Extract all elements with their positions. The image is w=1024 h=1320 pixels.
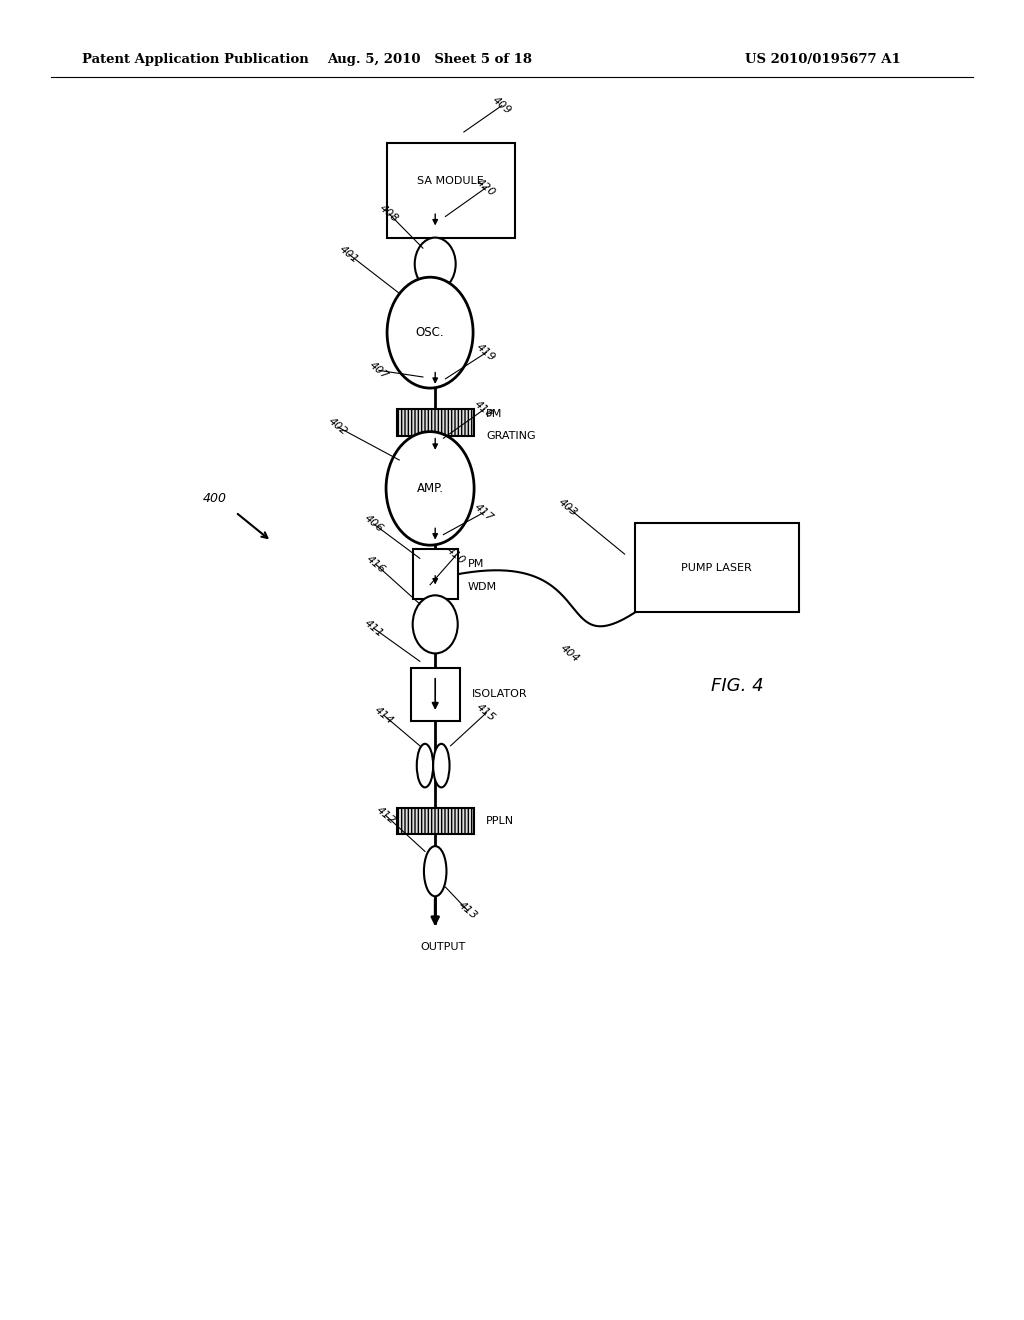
Text: Patent Application Publication: Patent Application Publication [82, 53, 308, 66]
Text: 413: 413 [457, 900, 479, 921]
Text: 417: 417 [473, 502, 496, 523]
Text: 407: 407 [368, 359, 390, 381]
Text: US 2010/0195677 A1: US 2010/0195677 A1 [745, 53, 901, 66]
Text: ISOLATOR: ISOLATOR [472, 689, 527, 700]
Bar [387, 143, 514, 238]
Text: 404: 404 [558, 643, 581, 664]
Text: 411: 411 [362, 618, 385, 639]
Text: PUMP LASER: PUMP LASER [681, 562, 753, 573]
Bar [411, 668, 460, 721]
Text: 402: 402 [327, 416, 349, 438]
Text: 408: 408 [378, 203, 400, 224]
Circle shape [387, 277, 473, 388]
Text: 401: 401 [337, 243, 360, 265]
Text: 403: 403 [557, 498, 580, 519]
Bar [397, 409, 473, 436]
Text: FIG. 4: FIG. 4 [711, 677, 764, 696]
Ellipse shape [424, 846, 446, 896]
Text: 415: 415 [475, 702, 498, 723]
Text: 418: 418 [473, 399, 496, 420]
Text: 412: 412 [375, 805, 397, 826]
Text: 409: 409 [490, 95, 513, 116]
Circle shape [415, 238, 456, 290]
Text: WDM: WDM [468, 582, 497, 593]
Circle shape [413, 595, 458, 653]
Bar [397, 808, 473, 834]
Text: SA MODULE: SA MODULE [417, 177, 484, 186]
Text: 420: 420 [475, 177, 498, 198]
Text: OSC.: OSC. [416, 326, 444, 339]
Text: PM: PM [468, 558, 484, 569]
Text: GRATING: GRATING [485, 430, 536, 441]
Text: 400: 400 [203, 492, 227, 506]
Ellipse shape [433, 744, 450, 787]
Text: PM: PM [485, 409, 502, 420]
Text: 419: 419 [475, 342, 498, 363]
Text: PPLN: PPLN [485, 816, 514, 826]
Bar [635, 523, 799, 612]
Text: 406: 406 [362, 513, 385, 535]
Text: Aug. 5, 2010   Sheet 5 of 18: Aug. 5, 2010 Sheet 5 of 18 [328, 53, 532, 66]
Text: 416: 416 [365, 553, 387, 576]
Ellipse shape [417, 744, 433, 787]
Text: 414: 414 [373, 705, 395, 726]
Text: 410: 410 [444, 545, 467, 566]
Text: AMP.: AMP. [417, 482, 443, 495]
Bar [413, 549, 458, 599]
Circle shape [386, 432, 474, 545]
Text: OUTPUT: OUTPUT [421, 942, 466, 953]
